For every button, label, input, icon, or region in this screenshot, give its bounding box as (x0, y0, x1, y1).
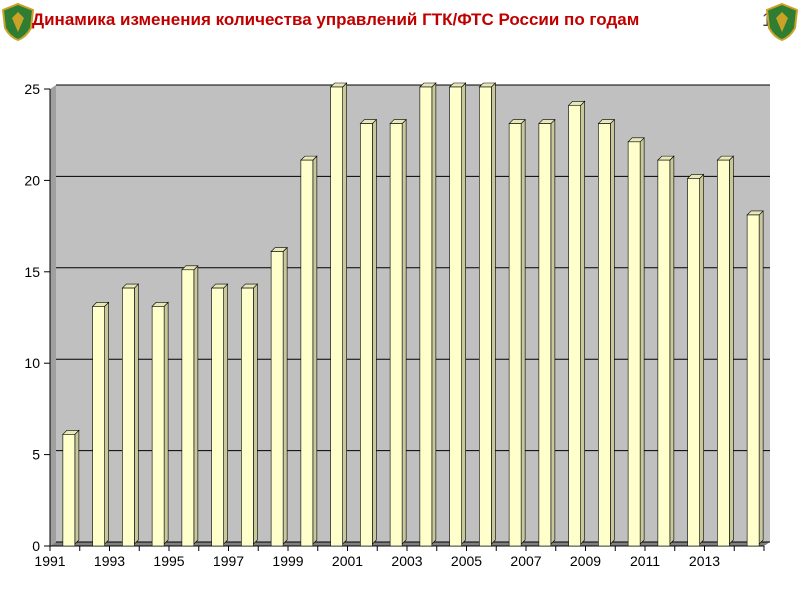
bar-2000 (330, 86, 343, 547)
bar-2004 (449, 86, 462, 547)
bar-2006 (508, 123, 522, 547)
bar-1997 (241, 287, 254, 547)
bar-1998 (270, 251, 284, 547)
x-tick-label-2005: 2005 (451, 553, 482, 569)
y-tick-label: 15 (24, 264, 40, 280)
bar-side-2003 (431, 82, 437, 545)
bar-2009 (598, 123, 611, 547)
bar-side-1994 (163, 301, 169, 545)
bar-2003 (419, 86, 433, 547)
bar-side-2005 (491, 82, 496, 545)
bar-side-1991 (74, 429, 80, 545)
plot-side-wall (50, 85, 56, 546)
y-tick-label: 10 (24, 355, 40, 371)
x-tick-label-1997: 1997 (213, 553, 244, 569)
bar-side-2010 (639, 137, 645, 545)
bar-side-1996 (223, 283, 228, 545)
x-tick-label-1999: 1999 (272, 553, 303, 569)
x-tick-label-2013: 2013 (689, 553, 720, 569)
bar-2008 (568, 104, 581, 547)
x-tick-label-2007: 2007 (510, 553, 541, 569)
bar-side-2011 (669, 155, 675, 545)
bar-2007 (538, 123, 552, 547)
bar-1994 (151, 306, 165, 547)
y-tick-label: 5 (32, 447, 40, 463)
customs-emblem-icon (1, 2, 35, 42)
x-tick-label-2001: 2001 (332, 553, 363, 569)
bar-2012 (687, 178, 700, 547)
bar-side-2012 (699, 173, 704, 545)
bar-side-1997 (253, 283, 258, 545)
bar-2011 (657, 159, 671, 547)
slide-header: Динамика изменения количества управлений… (0, 0, 800, 48)
bar-side-2008 (580, 100, 585, 545)
bar-side-1998 (282, 246, 288, 545)
bar-side-2007 (550, 118, 556, 545)
y-tick-label: 20 (24, 172, 40, 188)
bar-side-2001 (372, 118, 377, 545)
bar-1993 (122, 287, 135, 547)
y-tick-label: 0 (32, 538, 40, 554)
bar-side-2000 (342, 82, 347, 545)
bar-side-2014 (758, 210, 764, 545)
plot-floor (50, 542, 770, 546)
x-tick-label-2011: 2011 (630, 553, 660, 569)
bar-2013 (717, 159, 730, 547)
customs-emblem-icon (765, 2, 799, 42)
bar-2005 (479, 86, 492, 547)
bar-2002 (389, 123, 403, 547)
bar-side-2006 (520, 118, 526, 545)
bar-side-2002 (401, 118, 407, 545)
bar-2001 (360, 123, 373, 547)
x-tick-label-1991: 1991 (34, 553, 65, 569)
bar-side-2013 (729, 155, 734, 545)
bar-1995 (181, 269, 195, 547)
bar-side-2004 (461, 82, 466, 545)
bar-side-1999 (312, 155, 318, 545)
x-tick-label-1993: 1993 (94, 553, 125, 569)
bar-2014 (746, 214, 760, 547)
page-title: Динамика изменения количества управлений… (32, 10, 640, 29)
bar-side-1992 (104, 301, 109, 545)
x-tick-label-2009: 2009 (570, 553, 601, 569)
plot-area (56, 85, 770, 542)
x-tick-label-2003: 2003 (391, 553, 422, 569)
bar-side-1993 (134, 283, 139, 545)
y-tick-label: 25 (24, 81, 40, 97)
bar-1992 (92, 306, 105, 547)
bar-side-2009 (610, 118, 615, 545)
bar-2010 (627, 141, 641, 547)
bar-side-1995 (193, 265, 199, 545)
x-tick-label-1995: 1995 (153, 553, 184, 569)
bar-1999 (300, 159, 314, 547)
bar-1991 (62, 434, 76, 547)
bar-1996 (211, 287, 224, 547)
